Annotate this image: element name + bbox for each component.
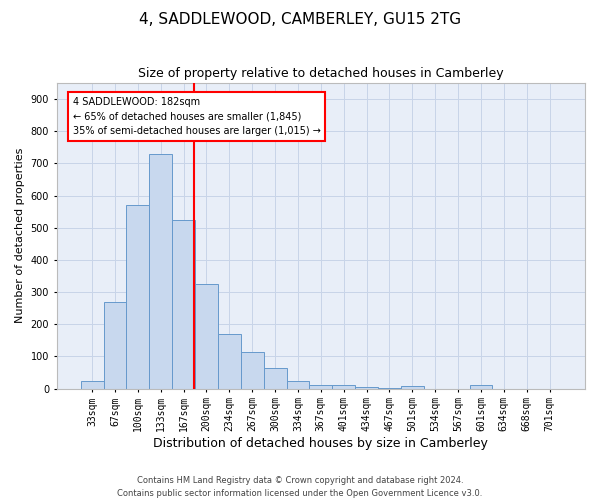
Bar	[127, 206, 149, 388]
Bar	[355, 387, 378, 388]
Bar	[263, 368, 287, 388]
Bar	[81, 380, 104, 388]
Bar	[195, 284, 218, 389]
Bar	[401, 386, 424, 388]
Bar	[287, 382, 310, 388]
Bar	[218, 334, 241, 388]
Bar	[104, 302, 127, 388]
Bar	[332, 386, 355, 388]
X-axis label: Distribution of detached houses by size in Camberley: Distribution of detached houses by size …	[154, 437, 488, 450]
Bar	[470, 386, 493, 388]
Text: Contains HM Land Registry data © Crown copyright and database right 2024.
Contai: Contains HM Land Registry data © Crown c…	[118, 476, 482, 498]
Bar	[172, 220, 195, 388]
Y-axis label: Number of detached properties: Number of detached properties	[15, 148, 25, 324]
Title: Size of property relative to detached houses in Camberley: Size of property relative to detached ho…	[138, 68, 503, 80]
Bar	[241, 352, 263, 389]
Text: 4 SADDLEWOOD: 182sqm
← 65% of detached houses are smaller (1,845)
35% of semi-de: 4 SADDLEWOOD: 182sqm ← 65% of detached h…	[73, 97, 320, 136]
Bar	[310, 384, 332, 388]
Text: 4, SADDLEWOOD, CAMBERLEY, GU15 2TG: 4, SADDLEWOOD, CAMBERLEY, GU15 2TG	[139, 12, 461, 28]
Bar	[149, 154, 172, 388]
